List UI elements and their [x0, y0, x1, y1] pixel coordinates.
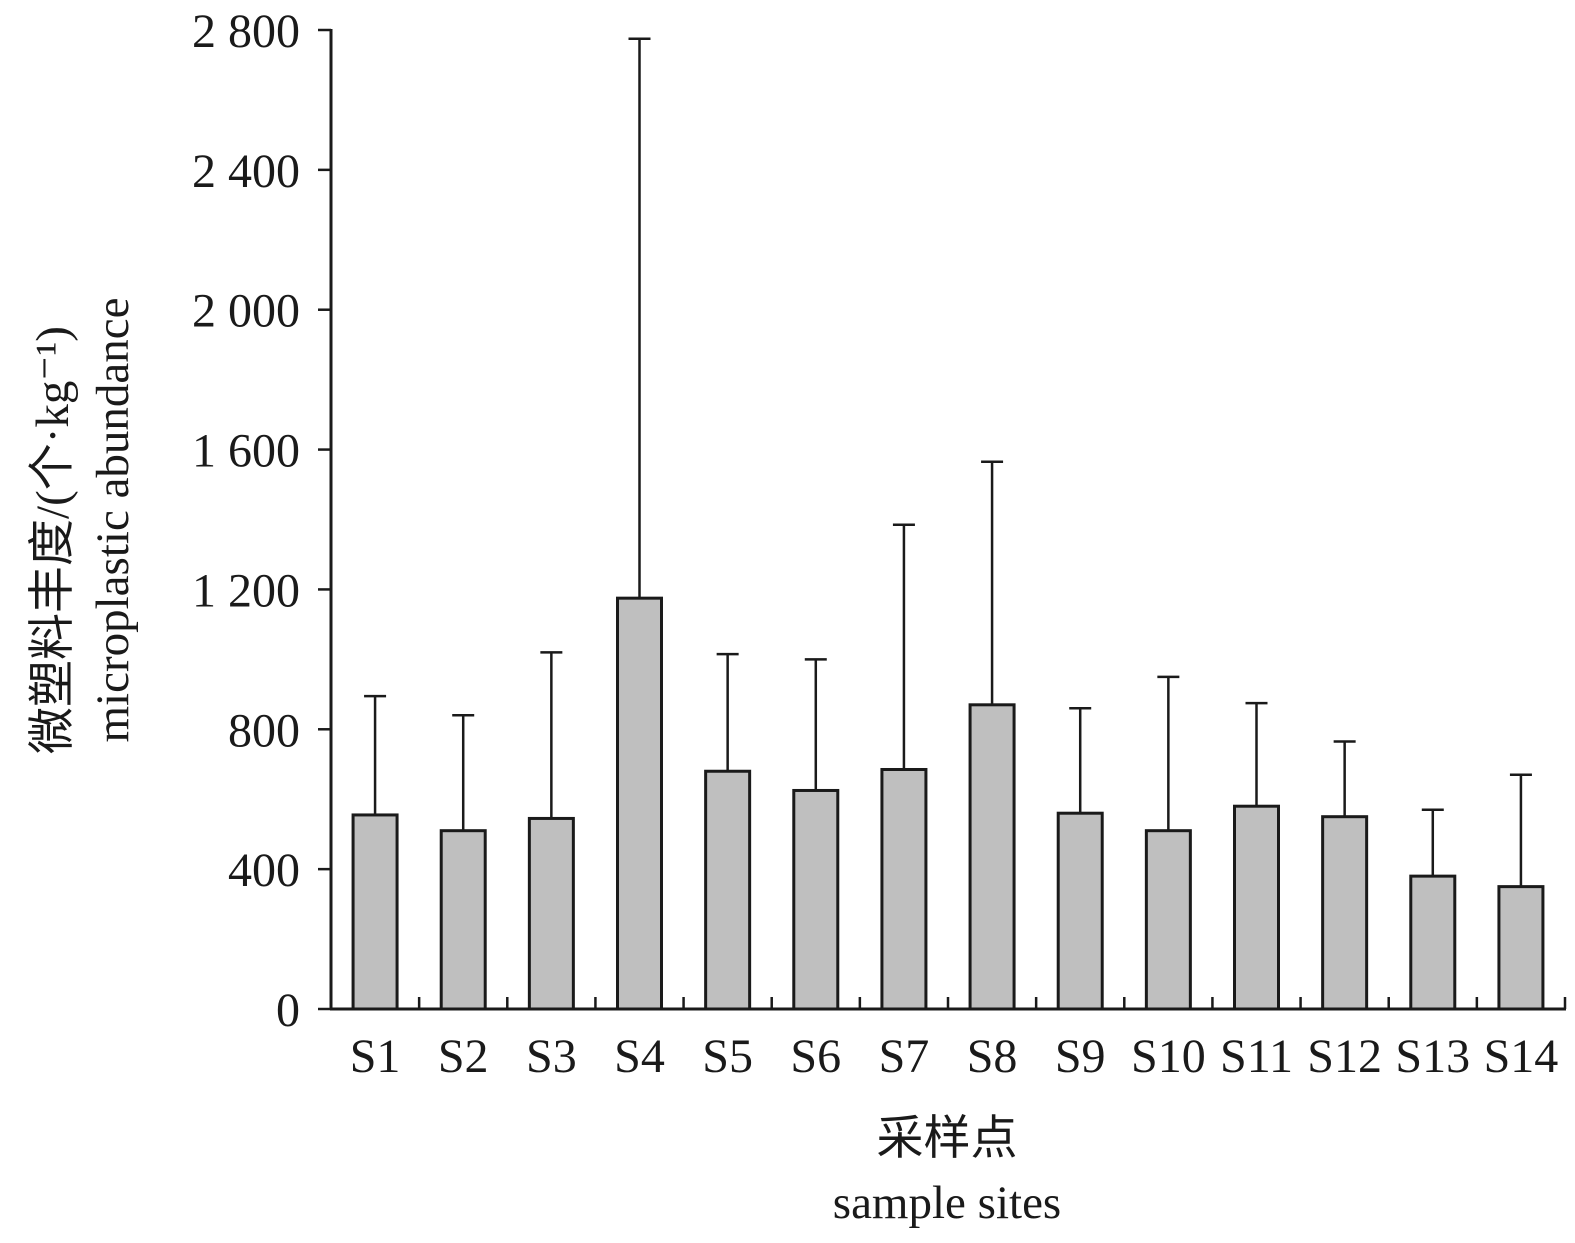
bar-s2	[439, 829, 487, 1011]
y-tick-label: 2 800	[192, 5, 300, 58]
bar-s12	[1321, 815, 1369, 1011]
x-tick-label-s9: S9	[1055, 1030, 1106, 1083]
y-tick-label: 2 400	[192, 145, 300, 198]
bar-s13	[1409, 874, 1457, 1011]
x-tick-label-s5: S5	[702, 1030, 753, 1083]
x-tick-label-s14: S14	[1484, 1030, 1559, 1083]
bar-s9	[1056, 811, 1104, 1011]
bar-s7	[880, 767, 928, 1011]
x-tick-label-s4: S4	[614, 1030, 665, 1083]
y-axis-title-en: microplastic abundance	[87, 297, 139, 742]
x-tick-label-s11: S11	[1220, 1030, 1293, 1083]
bars-group	[351, 596, 1545, 1011]
x-tick-label-s8: S8	[967, 1030, 1018, 1083]
bar-s4	[616, 596, 663, 1011]
y-axis-ticks: 0 400 800 1 200 1 600 2 000 2 400 2 800	[192, 5, 331, 1037]
y-tick-label: 0	[276, 984, 300, 1037]
bar-s8	[968, 703, 1016, 1011]
bar-s11	[1233, 804, 1280, 1011]
x-tick-label-s6: S6	[790, 1030, 841, 1083]
bar-s1	[351, 813, 399, 1011]
y-tick-label: 2 000	[192, 285, 300, 338]
y-tick-label: 1 600	[192, 425, 300, 478]
x-tick-label-s7: S7	[879, 1030, 930, 1083]
bar-s10	[1144, 829, 1192, 1011]
y-tick-label: 1 200	[192, 564, 300, 617]
y-axis-title-cn: 微塑料丰度/(个·kg⁻¹)	[27, 326, 79, 754]
error-bars-group	[364, 37, 1532, 887]
x-axis-title-cn: 采样点	[877, 1113, 1018, 1165]
x-tick-label-s2: S2	[438, 1030, 489, 1083]
bar-s14	[1497, 885, 1545, 1011]
y-tick-label: 800	[228, 704, 300, 757]
x-tick-label-s10: S10	[1131, 1030, 1206, 1083]
bar-s3	[527, 816, 575, 1011]
x-tick-label-s13: S13	[1395, 1030, 1470, 1083]
x-tick-label-s12: S12	[1307, 1030, 1382, 1083]
x-axis-ticks: S1 S2 S3 S4 S5 S6 S7 S8 S9 S10 S11 S12 S13 S14	[350, 997, 1567, 1083]
y-tick-label: 400	[228, 844, 300, 897]
x-tick-label-s1: S1	[350, 1030, 401, 1083]
x-axis-title-en: sample sites	[833, 1177, 1061, 1229]
x-tick-label-s3: S3	[526, 1030, 577, 1083]
bar-s5	[704, 769, 752, 1011]
bar-s6	[792, 788, 840, 1011]
